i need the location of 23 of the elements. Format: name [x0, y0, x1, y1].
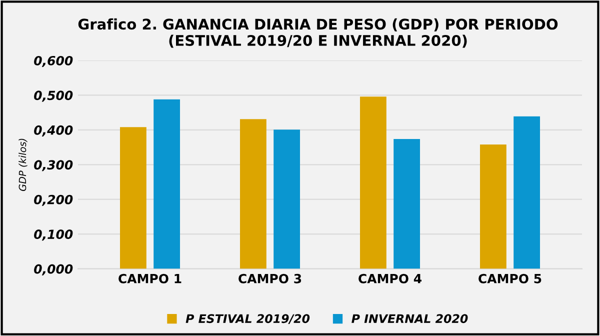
- legend-label: P ESTIVAL 2019/20: [186, 314, 310, 324]
- chart-title: Grafico 2. GANANCIA DIARIA DE PESO (GDP) POR PERIODO (ESTIVAL 2019/20 E INVERNAL 2020): [78, 18, 558, 48]
- y-tick-label: 0,300: [34, 160, 73, 172]
- x-tick-label: CAMPO 3: [238, 274, 302, 284]
- bar: [154, 99, 180, 269]
- y-tick-label: 0,500: [34, 90, 73, 102]
- x-tick-label: CAMPO 1: [118, 274, 182, 284]
- bar: [274, 130, 300, 269]
- bar: [240, 119, 266, 269]
- y-tick-label: 0,400: [34, 125, 73, 136]
- x-tick-label: CAMPO 5: [478, 274, 542, 284]
- y-tick-label: 0,200: [34, 194, 73, 206]
- bar: [120, 127, 146, 269]
- bar: [514, 116, 540, 269]
- y-tick-label: 0,600: [34, 56, 73, 68]
- bar: [394, 138, 420, 269]
- y-tick-label: 0,100: [34, 230, 73, 241]
- legend-label: P INVERNAL 2020: [352, 314, 468, 324]
- y-tick-label: 0,000: [34, 264, 73, 276]
- y-axis-title: GDP (kilos): [18, 138, 28, 192]
- bar: [480, 144, 506, 269]
- x-tick-label: CAMPO 4: [358, 274, 422, 284]
- bar: [360, 96, 386, 269]
